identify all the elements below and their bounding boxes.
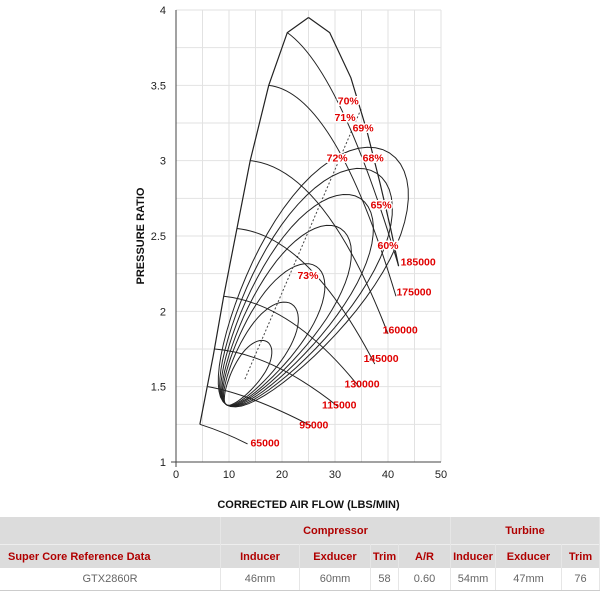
efficiency-label: 68% <box>363 153 385 165</box>
x-tick-label: 50 <box>435 469 447 481</box>
col-header: Inducer <box>220 544 300 568</box>
efficiency-island <box>217 146 409 408</box>
blank-header <box>0 517 221 545</box>
col-header: Trim <box>561 544 600 568</box>
y-tick-label: 2.5 <box>151 231 166 243</box>
cell: 60mm <box>299 568 371 591</box>
y-tick-label: 1.5 <box>151 382 166 394</box>
efficiency-label: 70% <box>338 95 360 107</box>
efficiency-label: 72% <box>327 153 349 165</box>
y-tick-label: 3.5 <box>151 80 166 92</box>
y-tick-label: 4 <box>160 5 166 17</box>
speed-line-label: 185000 <box>401 257 436 269</box>
efficiency-label: 71% <box>335 112 357 124</box>
y-tick-label: 2 <box>160 306 166 318</box>
col-header: Exducer <box>495 544 562 568</box>
cell: 0.60 <box>398 568 451 591</box>
speed-line-label: 145000 <box>364 353 399 365</box>
surge-line <box>199 17 309 425</box>
y-axis-label: PRESSURE RATIO <box>135 187 147 284</box>
speed-line <box>223 295 360 387</box>
speed-line <box>236 227 376 365</box>
table-row: GTX2860R 46mm 60mm 58 0.60 54mm 47mm 76 <box>0 568 600 591</box>
efficiency-label: 65% <box>371 199 393 211</box>
compressor-header: Compressor <box>220 517 451 545</box>
y-tick-label: 1 <box>160 457 166 469</box>
efficiency-island <box>222 263 326 407</box>
efficiency-island <box>221 224 352 407</box>
speed-line <box>214 348 338 407</box>
col-header: Exducer <box>299 544 371 568</box>
x-tick-label: 10 <box>223 469 235 481</box>
compressor-map-chart: 0 10 20 30 40 50 1 1.5 2 2.5 3 3.5 4 CORRECTED AIR FL… <box>135 5 447 511</box>
efficiency-label: 69% <box>353 123 375 135</box>
x-tick-label: 40 <box>382 469 394 481</box>
speed-line-label: 95000 <box>299 419 328 431</box>
reference-table: Compressor Turbine Super Core Reference … <box>0 517 600 591</box>
cell: 58 <box>370 568 399 591</box>
cell: 76 <box>561 568 600 591</box>
turbine-header: Turbine <box>450 517 600 545</box>
x-tick-label: 30 <box>329 469 341 481</box>
cell: 54mm <box>450 568 496 591</box>
y-tick-label: 3 <box>160 156 166 168</box>
col-header: Inducer <box>450 544 496 568</box>
x-tick-label: 20 <box>276 469 288 481</box>
x-tick-label: 0 <box>173 469 179 481</box>
cell: GTX2860R <box>0 568 221 591</box>
speed-line-label: 175000 <box>396 287 431 299</box>
choke-line <box>308 17 400 267</box>
speed-line <box>250 160 389 335</box>
speed-line-label: 160000 <box>383 324 418 336</box>
cell: 46mm <box>220 568 300 591</box>
efficiency-label: 60% <box>377 240 399 252</box>
col-header: Trim <box>370 544 399 568</box>
speed-line-label: 130000 <box>345 379 380 391</box>
speed-line <box>207 386 312 427</box>
speed-line <box>199 423 248 445</box>
x-axis-label: CORRECTED AIR FLOW (LBS/MIN) <box>217 499 400 511</box>
speed-line <box>268 84 397 297</box>
speed-line-label: 65000 <box>250 437 279 449</box>
cell: 47mm <box>495 568 562 591</box>
speed-line-label: 115000 <box>322 400 357 412</box>
col-header: A/R <box>398 544 451 568</box>
col-header: Super Core Reference Data <box>0 544 221 568</box>
efficiency-label: 73% <box>297 270 319 282</box>
speed-line <box>287 32 400 267</box>
peak-efficiency-line <box>244 107 362 380</box>
